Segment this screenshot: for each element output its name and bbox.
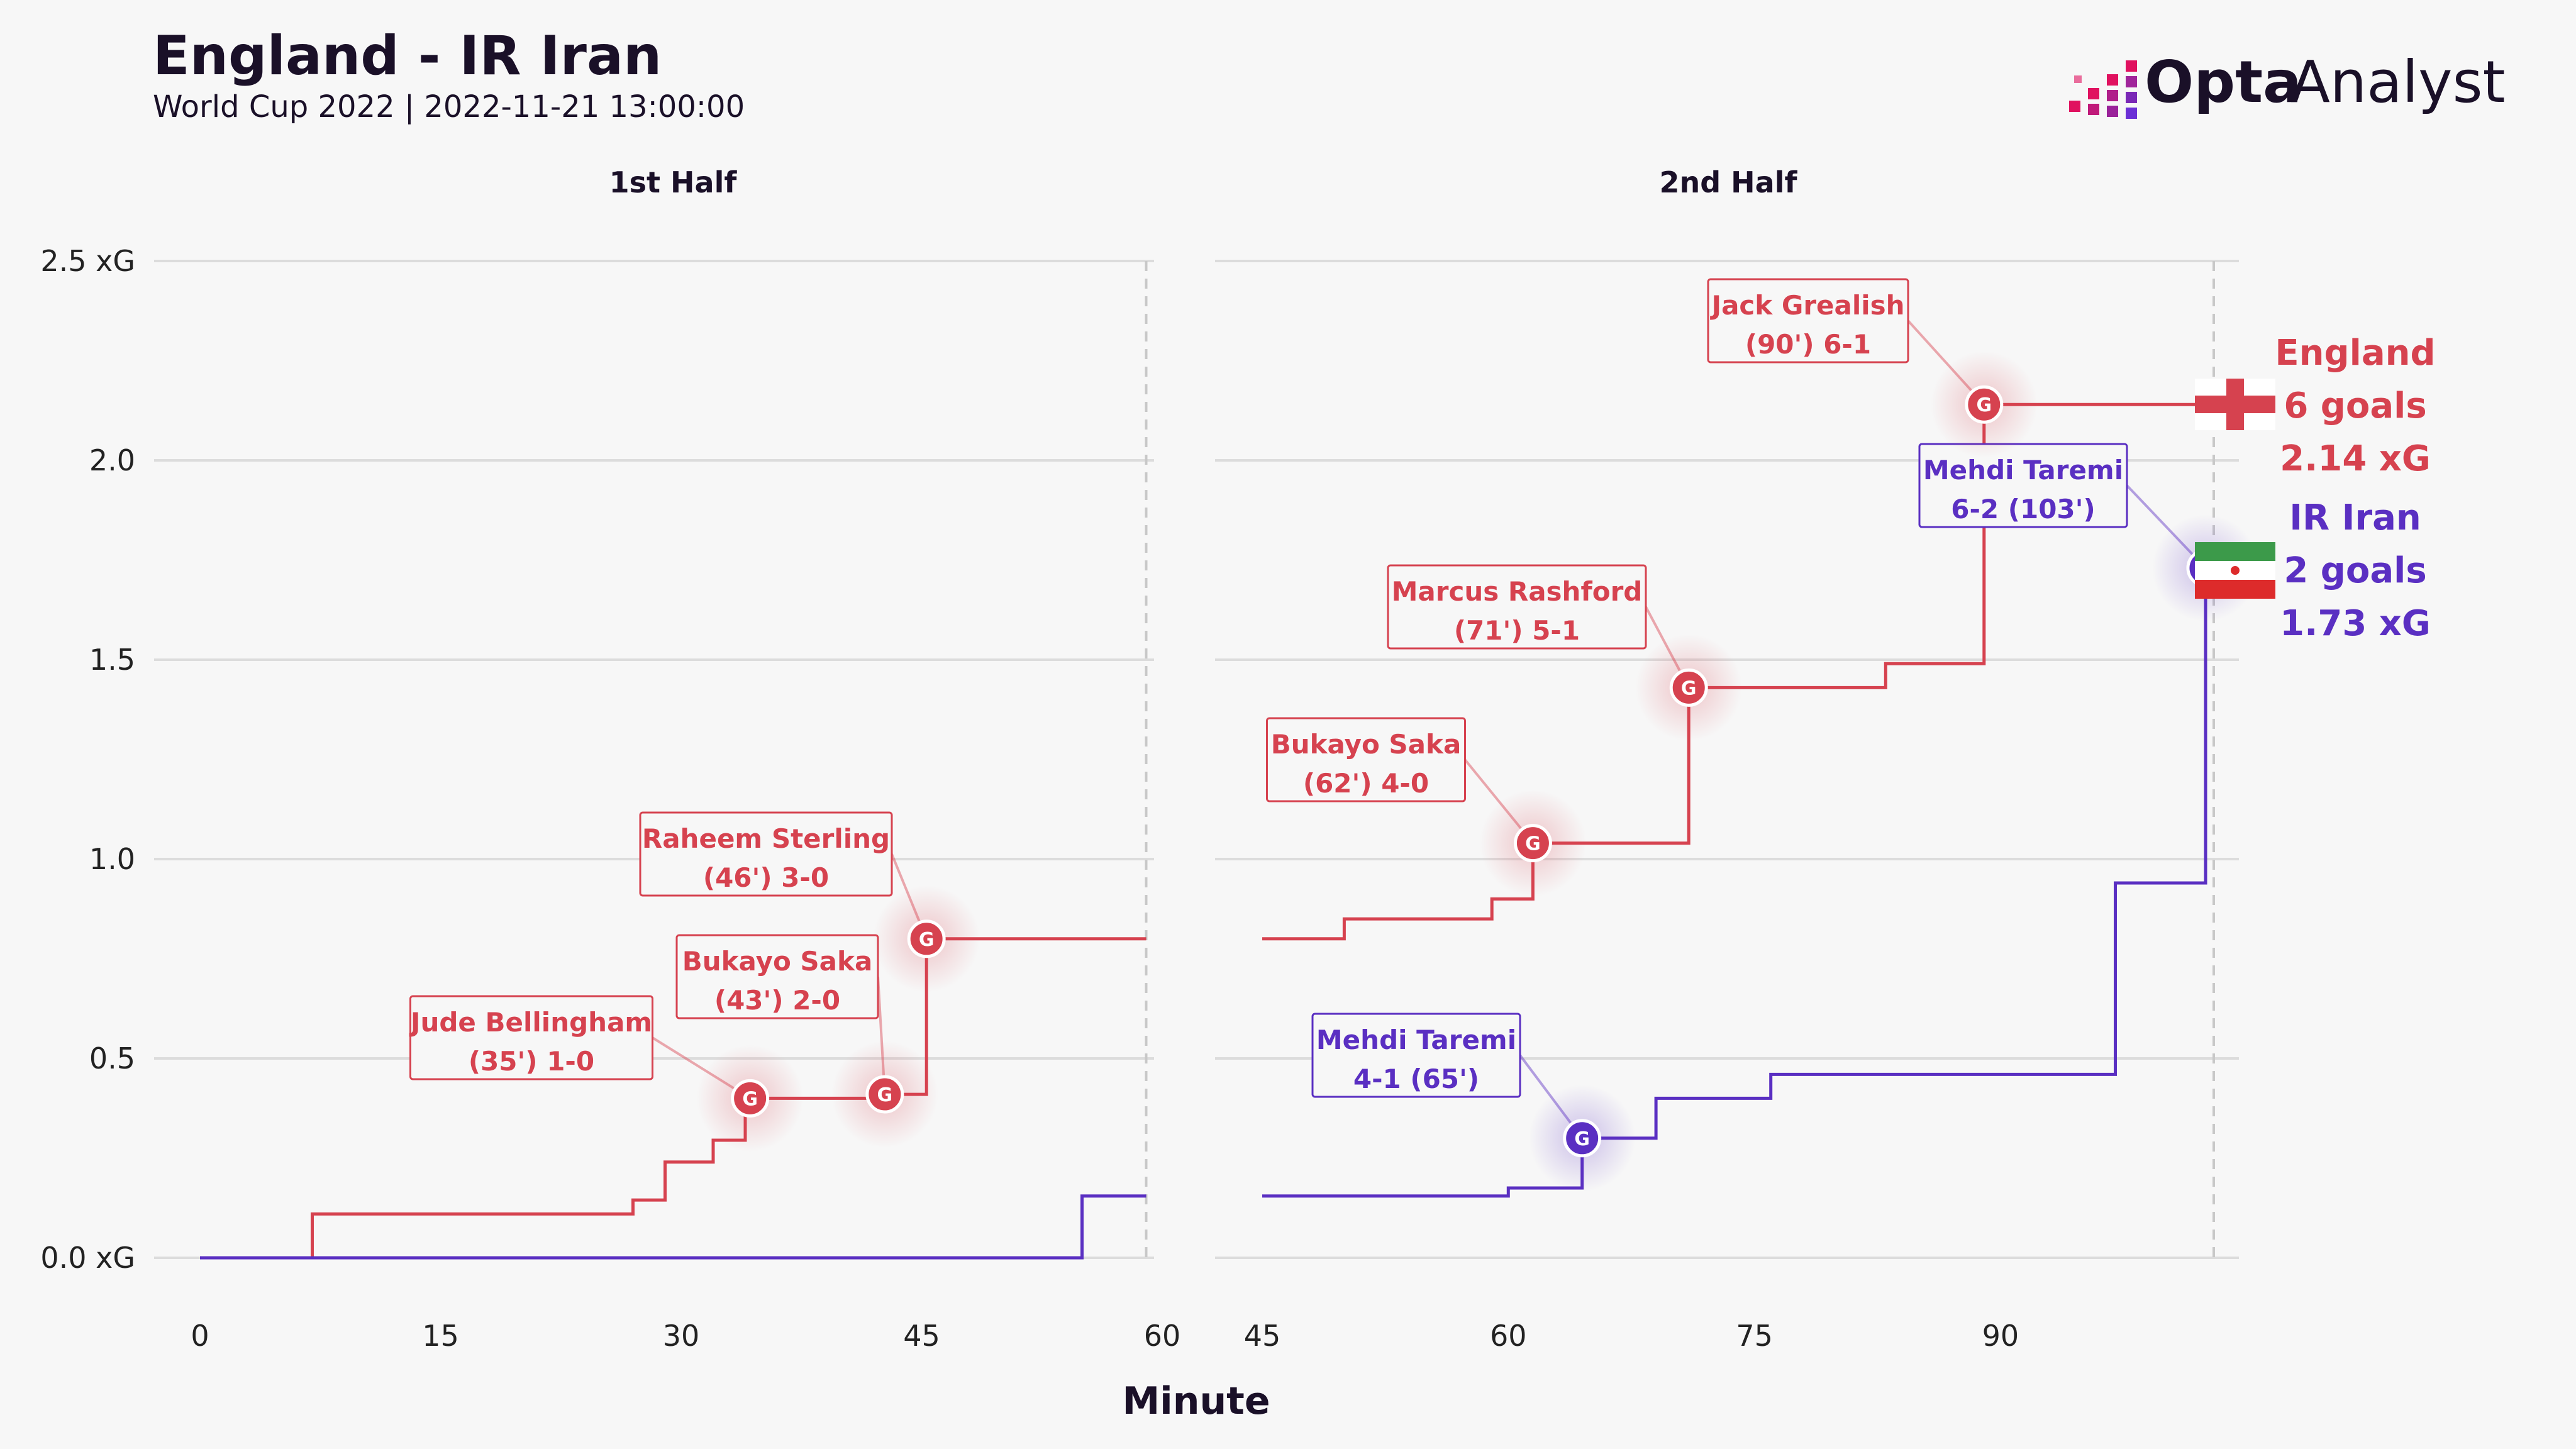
goal-scorer-label: Bukayo Saka	[1271, 729, 1462, 760]
x-tick-label: 90	[1982, 1319, 2019, 1353]
goal-marker	[1563, 1119, 1602, 1158]
chart-title: England - IR Iran	[153, 25, 662, 87]
goal-marker-label: G	[1681, 677, 1697, 699]
goal-detail-label: 6-2 (103')	[1951, 494, 2095, 525]
x-tick-label: 60	[1490, 1319, 1527, 1353]
legend-england-xg: 2.14 xG	[2280, 438, 2431, 479]
legend-england-goals: 6 goals	[2284, 386, 2426, 426]
legend-iran-team: IR Iran	[2289, 497, 2421, 538]
goal-annotation-box	[409, 995, 653, 1080]
chart-subtitle: World Cup 2022 | 2022-11-21 13:00:00	[153, 89, 745, 125]
iran-xg-line	[1262, 568, 2207, 1198]
goal-marker	[731, 1079, 770, 1118]
goal-detail-label: (43') 2-0	[714, 985, 840, 1016]
goal-scorer-label: Mehdi Taremi	[1316, 1024, 1516, 1055]
goal-marker	[907, 919, 946, 958]
goal-detail-label: (62') 4-0	[1303, 768, 1429, 799]
goal-markers: GGGGGGGG	[696, 351, 2259, 1192]
x-axis-label: Minute	[1122, 1379, 1270, 1423]
series-layer	[200, 402, 2214, 1260]
x-tick-label: 45	[903, 1319, 940, 1353]
panel-title-first-half: 1st Half	[609, 165, 738, 199]
goal-scorer-label: Jude Bellingham	[409, 1007, 652, 1038]
legend-england-team: England	[2275, 333, 2435, 374]
legend-iran-xg: 1.73 xG	[2280, 603, 2431, 644]
goal-scorer-label: Raheem Sterling	[642, 823, 890, 854]
x-tick-label: 30	[663, 1319, 700, 1353]
goal-annotation-box	[1266, 717, 1466, 802]
goal-detail-label: (71') 5-1	[1454, 615, 1580, 646]
goal-marker	[1513, 824, 1552, 863]
legend-iran-goals: 2 goals	[2284, 550, 2426, 591]
x-tick-label: 60	[1144, 1319, 1181, 1353]
england-flag	[2195, 379, 2275, 430]
goal-marker-label: G	[742, 1088, 758, 1110]
goal-annotation-box	[675, 934, 879, 1019]
goal-marker-label: G	[877, 1084, 893, 1106]
goal-marker-label: G	[919, 929, 935, 951]
grid-layer	[154, 260, 2239, 1259]
x-tick-label: 0	[191, 1319, 209, 1353]
y-tick-label: 2.5 xG	[40, 244, 135, 278]
goal-marker	[1965, 385, 2004, 424]
y-tick-label: 1.5	[89, 643, 135, 677]
goal-scorer-label: Bukayo Saka	[682, 946, 873, 977]
x-tick-label: 15	[422, 1319, 459, 1353]
goal-annotation-box	[1387, 564, 1647, 650]
goal-detail-label: 4-1 (65')	[1353, 1063, 1479, 1094]
brand-suffix: Analyst	[2290, 48, 2506, 116]
goal-scorer-label: Mehdi Taremi	[1923, 455, 2123, 486]
y-axis: 0.0 xG 0.5 1.0 1.5 2.0 2.5 xG	[40, 244, 135, 1275]
legend: England 6 goals 2.14 xG IR Iran 2 goals …	[2195, 333, 2436, 644]
opta-analyst-logo: Opta Analyst	[2069, 48, 2506, 119]
x-axis: 0 15 30 45 60 45 60 75 90	[191, 1319, 2019, 1353]
iran-flag	[2195, 542, 2275, 599]
goal-detail-label: (35') 1-0	[469, 1046, 594, 1077]
goal-annotation-box	[1707, 278, 1909, 364]
y-tick-label: 2.0	[89, 443, 135, 477]
x-tick-label: 75	[1736, 1319, 1773, 1353]
england-xg-line	[200, 937, 1146, 1260]
goal-marker	[865, 1075, 904, 1114]
goal-annotation-box	[639, 811, 893, 897]
brand-name: Opta	[2145, 48, 2302, 116]
goal-annotation-box	[1918, 443, 2128, 528]
y-tick-label: 0.5	[89, 1041, 135, 1075]
goal-scorer-label: Jack Grealish	[1709, 290, 1904, 321]
panel-title-second-half: 2nd Half	[1659, 165, 1797, 199]
x-tick-label: 45	[1244, 1319, 1281, 1353]
iran-xg-line	[200, 1194, 1146, 1260]
y-tick-label: 1.0	[89, 842, 135, 876]
goal-detail-label: (90') 6-1	[1745, 329, 1871, 360]
goal-marker-label: G	[1976, 394, 1992, 416]
y-tick-label: 0.0 xG	[40, 1241, 135, 1275]
england-xg-line	[1262, 402, 2214, 941]
goal-annotation-box	[1311, 1013, 1521, 1098]
goal-annotations: Jude Bellingham (35') 1-0 Bukayo Saka (43')…	[409, 278, 2207, 1139]
goal-scorer-label: Marcus Rashford	[1392, 576, 1643, 607]
goal-marker-label: G	[1574, 1128, 1590, 1150]
goal-marker	[1669, 668, 1708, 707]
goal-detail-label: (46') 3-0	[703, 862, 829, 893]
goal-marker-label: G	[1525, 833, 1541, 855]
opta-logo-icon	[2069, 60, 2137, 119]
